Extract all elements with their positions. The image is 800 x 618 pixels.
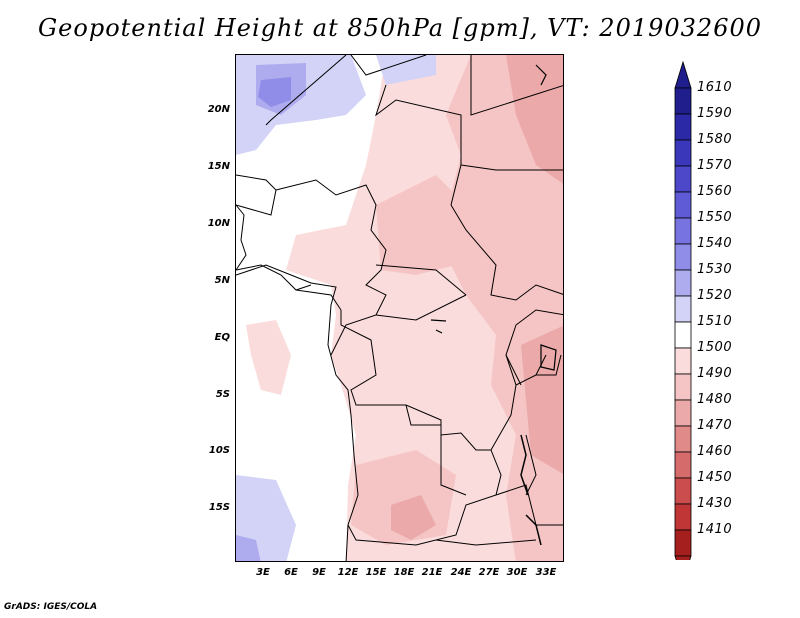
lat-label-5s: 5S	[215, 389, 230, 400]
colorbar-label-1530: 1530	[697, 262, 733, 277]
lon-label-15e: 15E	[365, 567, 387, 578]
colorbar-swatch	[674, 191, 692, 219]
colorbar-swatch	[674, 295, 692, 323]
colorbar-label-1520: 1520	[697, 288, 733, 303]
colorbar-label-1480: 1480	[697, 392, 733, 407]
colorbar-swatch	[674, 139, 692, 167]
lake-tanganyika	[520, 434, 529, 496]
colorbar-label-1540: 1540	[697, 236, 733, 251]
lat-label-15n: 15N	[207, 161, 230, 172]
colorbar-swatch	[674, 503, 692, 531]
colorbar-swatch	[674, 321, 692, 349]
shade-1520-n	[376, 55, 436, 85]
colorbar-swatch	[674, 451, 692, 479]
colorbar-swatch	[674, 243, 692, 271]
coast-ne	[535, 64, 547, 86]
colorbar-swatch	[674, 113, 692, 141]
colorbar-label-1560: 1560	[697, 184, 733, 199]
colorbar-label-1500: 1500	[697, 340, 733, 355]
lat-label-20n: 20N	[207, 104, 230, 115]
grads-credit: GrADS: IGES/COLA	[4, 602, 98, 612]
colorbar-swatch	[674, 529, 692, 557]
lon-label-30e: 30E	[506, 567, 528, 578]
colorbar-label-1410: 1410	[697, 522, 733, 537]
coastline	[236, 204, 359, 561]
colorbar-label-1450: 1450	[697, 470, 733, 485]
shade-1540-nw	[258, 77, 291, 107]
colorbar-label-1590: 1590	[697, 106, 733, 121]
shade-1500-west	[246, 320, 291, 395]
colorbar-label-1470: 1470	[697, 418, 733, 433]
colorbar-swatch	[674, 87, 692, 115]
shade-1480-e	[521, 325, 563, 474]
map-title: Geopotential Height at 850hPa [gpm], VT:…	[38, 14, 762, 42]
lon-label-21e: 21E	[421, 567, 443, 578]
shade-1490-central	[376, 175, 466, 275]
lakes-west	[430, 319, 447, 334]
colorbar-label-1490: 1490	[697, 366, 733, 381]
lat-label-10s: 10S	[208, 445, 230, 456]
colorbar-label-1550: 1550	[697, 210, 733, 225]
colorbar-swatch	[674, 269, 692, 297]
lat-label-15s: 15S	[208, 502, 230, 513]
colorbar-label-1580: 1580	[697, 132, 733, 147]
shade-1530-sw	[236, 535, 261, 561]
colorbar-label-1510: 1510	[697, 314, 733, 329]
colorbar-swatch	[674, 347, 692, 375]
lat-label-eq: EQ	[214, 332, 230, 343]
lon-label-3e: 3E	[256, 567, 270, 578]
colorbar-label-1570: 1570	[697, 158, 733, 173]
lon-label-18e: 18E	[393, 567, 415, 578]
lon-label-9e: 9E	[312, 567, 326, 578]
lon-label-33e: 33E	[535, 567, 557, 578]
shade-1480-s	[391, 495, 436, 540]
colorbar-swatch	[674, 217, 692, 245]
lake-victoria	[540, 344, 557, 371]
country-boundaries	[236, 55, 563, 546]
colorbar-swatch	[674, 425, 692, 453]
colorbar-label-1460: 1460	[697, 444, 733, 459]
lon-label-12e: 12E	[337, 567, 359, 578]
colorbar-swatch	[674, 373, 692, 401]
map-plot-area	[235, 54, 564, 562]
shade-1480-ne	[506, 55, 563, 184]
colorbar-bottom-arrow	[674, 555, 692, 560]
colorbar-top-arrow	[674, 60, 692, 89]
lat-label-5n: 5N	[214, 275, 230, 286]
colorbar-swatch	[674, 399, 692, 427]
lake-malawi	[525, 514, 542, 546]
lon-label-27e: 27E	[478, 567, 500, 578]
lat-label-10n: 10N	[207, 218, 230, 229]
field-map	[236, 55, 563, 561]
colorbar-label-1430: 1430	[697, 496, 733, 511]
colorbar-swatch	[674, 165, 692, 193]
lon-label-24e: 24E	[450, 567, 472, 578]
colorbar	[674, 60, 692, 560]
colorbar-label-1610: 1610	[697, 80, 733, 95]
lon-label-6e: 6E	[284, 567, 298, 578]
colorbar-swatch	[674, 477, 692, 505]
